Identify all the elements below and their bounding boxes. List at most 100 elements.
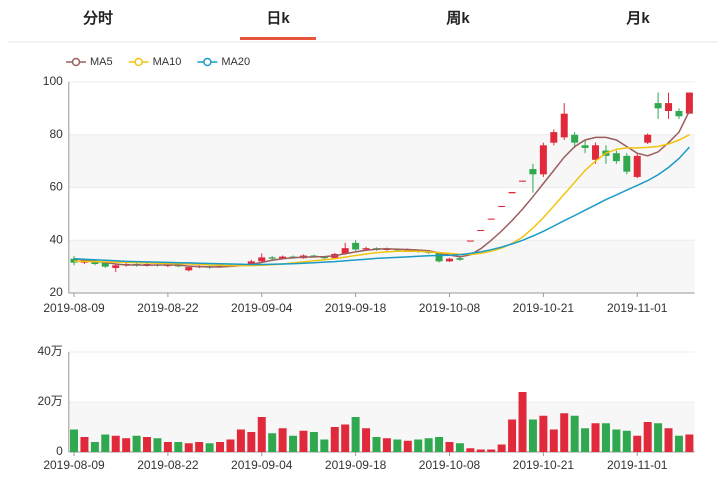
tab[interactable]: 周k <box>446 10 470 27</box>
volume-bar <box>299 430 308 452</box>
volume-bar <box>268 433 277 452</box>
x-tick-label: 2019-10-21 <box>513 458 575 472</box>
candle-body <box>247 261 255 265</box>
candle-body <box>508 191 516 194</box>
tab[interactable]: 分时 <box>83 10 113 27</box>
volume-bar <box>70 429 79 452</box>
volume-bar <box>382 438 391 452</box>
volume-bar <box>195 442 204 452</box>
candle-body <box>185 267 193 271</box>
candle-body <box>685 92 693 114</box>
volume-bar <box>122 438 131 452</box>
y-tick-label: 40万 <box>37 344 62 358</box>
volume-bar <box>591 423 600 452</box>
x-tick-label: 2019-09-04 <box>231 458 293 472</box>
candle-body <box>654 103 662 109</box>
volume-bar <box>622 430 631 452</box>
candle-body <box>91 261 99 264</box>
volume-bar <box>518 392 527 452</box>
volume-bar <box>539 415 548 452</box>
x-tick-label: 2019-09-18 <box>325 301 387 315</box>
volume-bar <box>226 439 235 452</box>
x-tick-label: 2019-11-01 <box>607 458 668 472</box>
x-tick-label: 2019-09-04 <box>231 301 293 315</box>
volume-bar <box>528 419 537 452</box>
volume-bar <box>132 435 141 452</box>
ma-line <box>73 146 690 266</box>
volume-bar <box>570 415 579 452</box>
active-tab-underline <box>240 37 316 40</box>
candle-body <box>352 242 360 250</box>
ma-line <box>74 134 690 267</box>
volume-bar <box>90 442 99 452</box>
candle-body <box>633 155 641 177</box>
legend-swatch-dot <box>71 57 81 67</box>
tab[interactable]: 日k <box>266 10 290 27</box>
volume-bar <box>163 442 172 452</box>
x-tick-label: 2019-09-18 <box>325 458 387 472</box>
x-tick-label: 2019-11-01 <box>607 301 668 315</box>
x-tick-label: 2019-10-08 <box>419 458 481 472</box>
y-tick-label: 20万 <box>37 394 62 408</box>
volume-bar <box>612 429 621 452</box>
volume-bar <box>601 423 610 452</box>
volume-bar <box>174 442 183 452</box>
candle-body <box>435 252 443 262</box>
x-tick-label: 2019-08-09 <box>43 458 105 472</box>
tab[interactable]: 月k <box>625 10 650 27</box>
volume-bar <box>257 417 266 452</box>
x-tick-label: 2019-10-21 <box>513 301 575 315</box>
volume-bar <box>143 437 152 452</box>
x-tick-label: 2019-10-08 <box>419 301 481 315</box>
volume-bar <box>549 429 558 452</box>
candle-body <box>519 180 527 182</box>
candle-body <box>445 258 453 262</box>
volume-bar <box>330 427 339 452</box>
candle-body <box>268 257 276 259</box>
volume-bar <box>403 440 412 452</box>
volume-bar <box>351 417 360 452</box>
volume-bar <box>654 423 663 452</box>
volume-bar <box>455 443 464 452</box>
volume-bar <box>289 435 298 452</box>
volume-bar <box>508 419 517 452</box>
volume-bar <box>111 435 120 452</box>
grid-band <box>68 134 695 188</box>
volume-bar <box>216 442 225 452</box>
volume-bar <box>362 428 371 452</box>
volume-bar <box>236 429 245 452</box>
x-tick-label: 2019-08-22 <box>137 458 199 472</box>
grid-band <box>68 402 695 452</box>
volume-bar <box>424 438 433 452</box>
candle-body <box>279 256 287 259</box>
candle-body <box>487 218 495 220</box>
candle-body <box>539 145 547 175</box>
volume-bar <box>685 434 694 452</box>
volume-bar <box>393 439 402 452</box>
volume-bar <box>184 443 193 452</box>
volume-bar <box>414 439 423 452</box>
volume-bar <box>487 449 496 452</box>
ma-line <box>73 110 691 268</box>
candle-body <box>320 256 328 259</box>
candle-body <box>456 258 464 260</box>
volume-bar <box>278 428 287 452</box>
candle-body <box>477 229 485 232</box>
candle-body <box>498 205 506 208</box>
volume-bar <box>497 444 506 452</box>
volume-bar <box>664 428 673 452</box>
legend-label: MA5 <box>90 56 113 68</box>
volume-bar <box>633 435 642 452</box>
volume-bar <box>80 437 89 452</box>
volume-bar <box>643 422 652 452</box>
legend-label: MA20 <box>221 56 250 68</box>
candle-body <box>612 153 620 162</box>
candle-body <box>581 145 589 148</box>
volume-bar <box>205 443 214 452</box>
y-tick-label: 100 <box>43 74 63 88</box>
candle-body <box>623 155 631 172</box>
volume-bar <box>309 432 318 452</box>
volume-bar <box>247 432 256 452</box>
volume-bar <box>372 437 381 452</box>
